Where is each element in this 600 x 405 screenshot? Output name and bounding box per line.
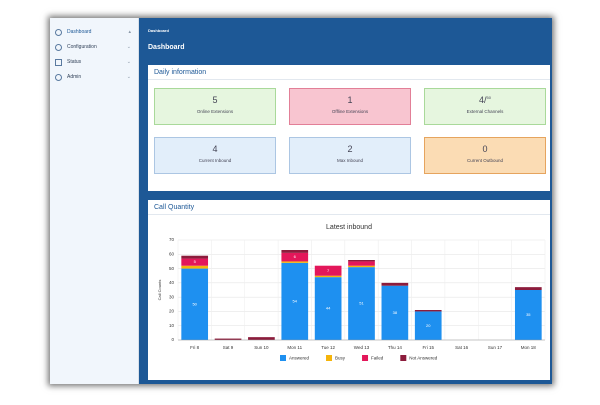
data-label: 54 xyxy=(293,298,298,303)
legend-label: Failed xyxy=(371,356,384,361)
stat-value: 2 xyxy=(347,144,353,154)
bar-segment xyxy=(514,287,542,290)
stat-label: Online Extensions xyxy=(196,109,234,114)
bar-segment xyxy=(314,265,342,276)
panel-title: Call Quantity xyxy=(154,204,195,211)
legend-swatch xyxy=(400,355,407,361)
data-label: 35 xyxy=(526,312,531,317)
stat-card: 2 Max Inbound xyxy=(289,137,411,174)
x-tick-label: Sun 10 xyxy=(254,345,269,350)
data-label: 50 xyxy=(192,301,197,306)
x-tick-label: Sat 16 xyxy=(455,345,469,350)
stat-card: 0 Current Outbound xyxy=(424,137,546,174)
stat-value: 0 xyxy=(482,144,488,154)
legend-label: Busy xyxy=(335,356,346,361)
x-tick-label: Wed 13 xyxy=(354,345,370,350)
bar-segment xyxy=(248,337,275,340)
x-tick-label: Fri 15 xyxy=(422,345,434,350)
legend-label: Answered xyxy=(289,356,310,361)
nav-label: Admin xyxy=(67,74,82,80)
app-window: Dashboard ▴ Configuration ⌄ Status ⌄ Admin ⌄… xyxy=(50,18,552,384)
bar-segment xyxy=(348,265,375,268)
x-tick-label: Sat 9 xyxy=(223,345,234,350)
legend-swatch xyxy=(280,355,286,361)
data-label: 38 xyxy=(393,310,398,315)
stat-label: External Channels xyxy=(466,109,504,114)
bar-segment xyxy=(214,338,242,340)
nav-label: Status xyxy=(67,59,82,65)
bar-segment xyxy=(381,285,409,340)
legend-swatch xyxy=(362,355,369,361)
stat-label: Current Inbound xyxy=(198,158,232,163)
bar-segment xyxy=(281,252,309,262)
stat-value: 4 xyxy=(212,144,218,154)
nav-item[interactable]: Status ⌄ xyxy=(55,56,133,68)
stat-total: 50 xyxy=(486,95,491,100)
bar-segment xyxy=(514,290,542,340)
y-axis-label: Call Counts xyxy=(157,280,162,301)
stat-card: 5 Online Extensions xyxy=(154,88,276,125)
bar-segment xyxy=(281,261,309,263)
data-label: 7 xyxy=(327,268,330,273)
y-tick-label: 10 xyxy=(169,323,175,328)
stat-value: 4 xyxy=(479,95,485,105)
stat-label: Max Inbound xyxy=(336,158,364,163)
data-label: 6 xyxy=(294,254,297,259)
y-tick-label: 0 xyxy=(171,337,174,342)
bar-segment xyxy=(281,250,309,253)
y-tick-label: 40 xyxy=(169,280,175,285)
x-tick-label: Mon 11 xyxy=(287,345,302,350)
breadcrumb: Dashboard xyxy=(148,28,169,33)
bar-segment xyxy=(181,255,209,259)
bar-segment xyxy=(314,275,342,278)
y-tick-label: 50 xyxy=(169,266,175,271)
data-label: 44 xyxy=(326,306,331,311)
data-label: 5 xyxy=(194,259,197,264)
bar-segment xyxy=(181,258,209,266)
bar-segment xyxy=(181,265,209,269)
chart-title: Latest inbound xyxy=(326,224,372,231)
x-tick-label: Fri 8 xyxy=(190,345,199,350)
sidebar: Dashboard ▴ Configuration ⌄ Status ⌄ Admin ⌄ xyxy=(50,18,139,384)
data-label: 51 xyxy=(359,301,364,306)
x-tick-label: Mon 18 xyxy=(521,345,537,350)
daily-panel: Daily information 5 Online Extensions 1 Of… xyxy=(148,65,550,191)
x-tick-label: Thu 14 xyxy=(388,345,403,350)
bar-segment xyxy=(414,310,442,312)
y-tick-label: 60 xyxy=(169,251,175,256)
bar-segment xyxy=(348,267,375,340)
page-title: Dashboard xyxy=(148,44,185,51)
bar-segment xyxy=(281,262,309,340)
bar-segment xyxy=(381,282,409,286)
x-tick-label: Tue 12 xyxy=(321,345,335,350)
stat-card: 1 Offline Extensions xyxy=(289,88,411,125)
chart: Latest inbound Call Counts 0 10 20 30 40 50 60… xyxy=(157,224,546,361)
y-tick-label: 30 xyxy=(169,294,175,299)
nav-item[interactable]: Admin ⌄ xyxy=(55,71,133,83)
stat-card: 4/50 External Channels xyxy=(424,88,546,125)
stat-value: 5 xyxy=(212,95,218,105)
call-panel: Call Quantity Latest inbound Call Counts… xyxy=(148,200,550,380)
nav-label: Dashboard xyxy=(67,29,92,35)
x-tick-label: Sun 17 xyxy=(488,345,503,350)
y-tick-label: 70 xyxy=(169,237,175,242)
nav-label: Configuration xyxy=(67,44,97,50)
stat-card: 4 Current Inbound xyxy=(154,137,276,174)
nav-item[interactable]: Dashboard ▴ xyxy=(55,26,133,38)
bar-segment xyxy=(348,261,375,266)
y-tick-label: 20 xyxy=(169,309,175,314)
stat-value: 1 xyxy=(347,95,353,105)
legend-label: Not Answered xyxy=(409,356,438,361)
bar-segment xyxy=(348,260,375,262)
nav-item[interactable]: Configuration ⌄ xyxy=(55,41,133,53)
panel-title: Daily information xyxy=(154,69,207,76)
data-label: 20 xyxy=(426,323,431,328)
bar-segment xyxy=(414,311,442,340)
stat-label: Current Outbound xyxy=(466,158,504,163)
bar-segment xyxy=(314,277,342,340)
stat-label: Offline Extensions xyxy=(331,109,369,114)
bar-segment xyxy=(181,268,209,340)
legend-swatch xyxy=(326,355,333,361)
